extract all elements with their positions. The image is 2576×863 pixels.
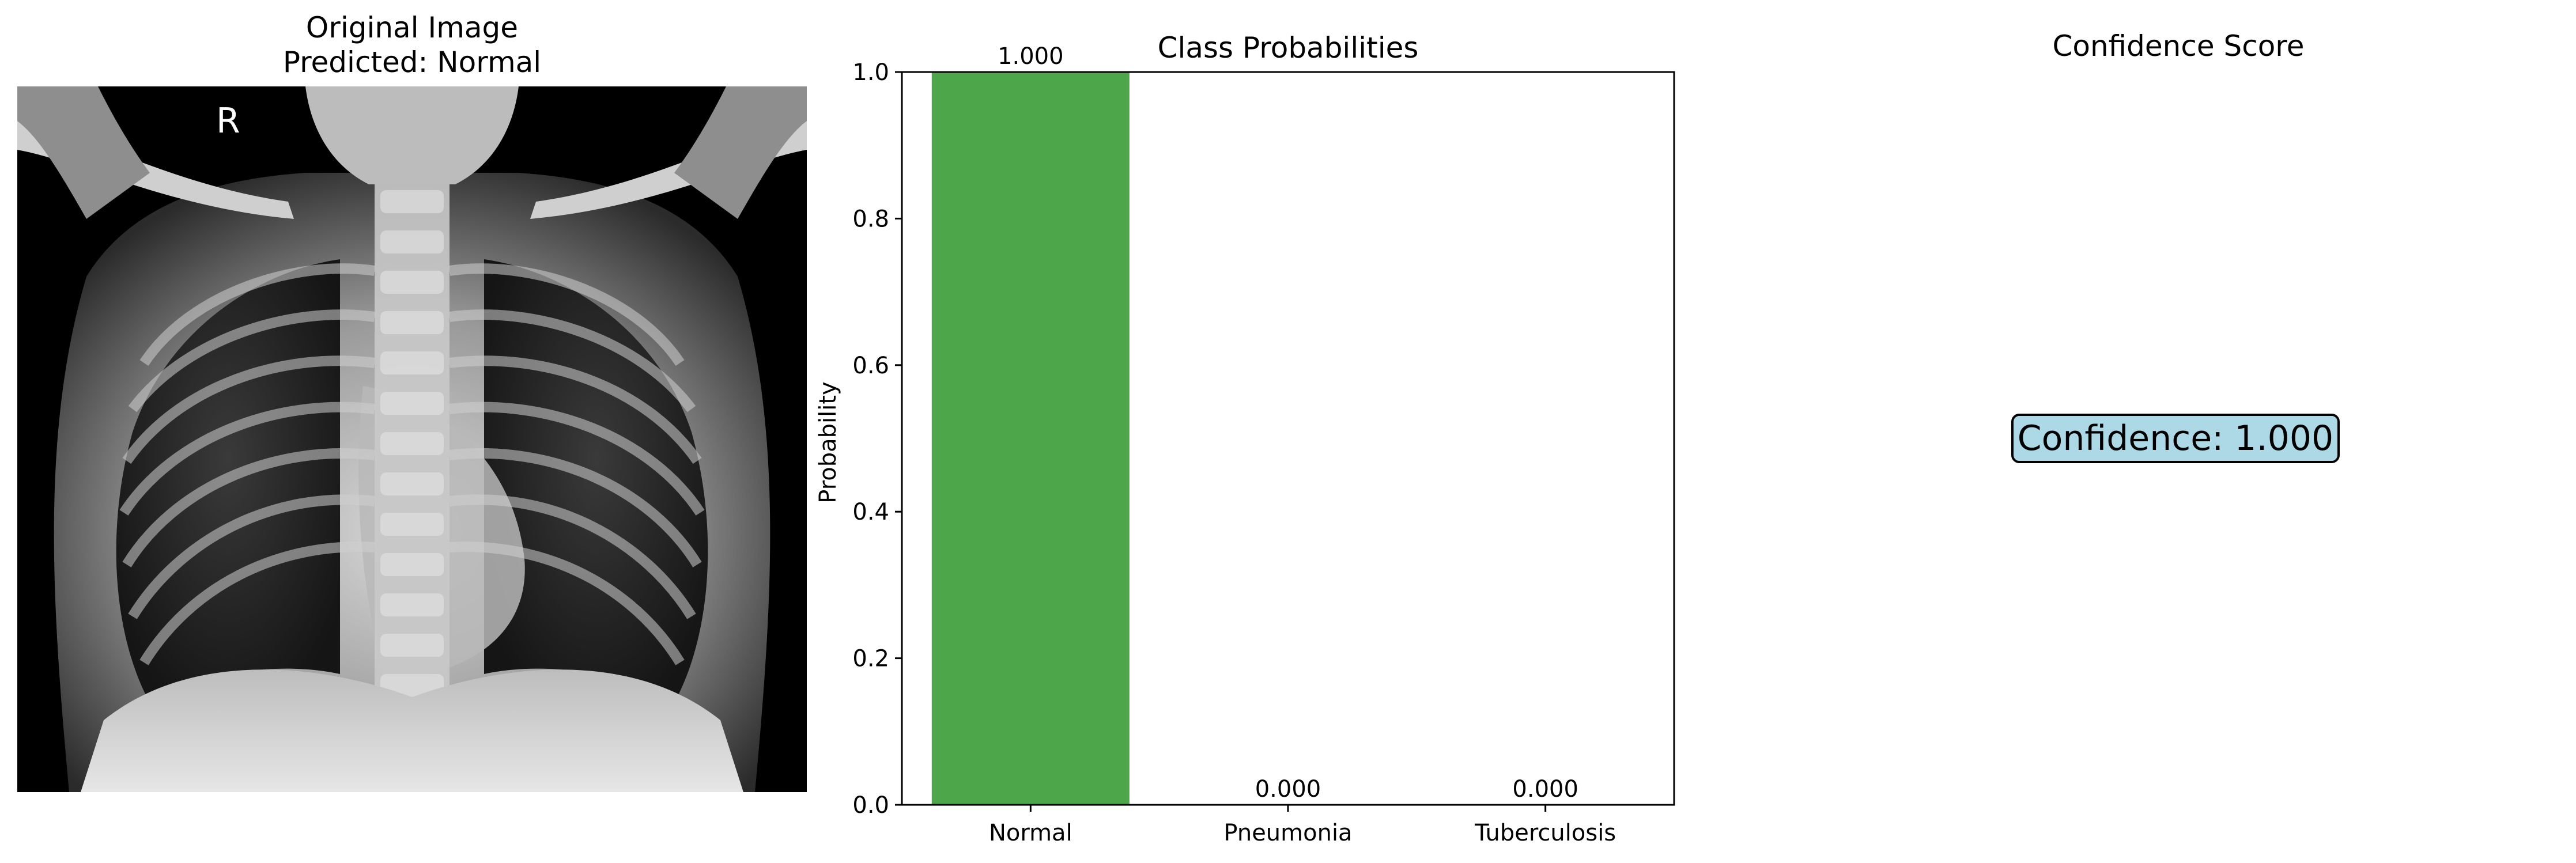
bars-group: 1.000 0.000 0.000 xyxy=(931,43,1578,805)
y-tick-label: 1.0 xyxy=(852,59,889,86)
y-tick-label: 0.8 xyxy=(852,206,889,232)
x-tick-label-tuberculosis: Tuberculosis xyxy=(1474,820,1616,846)
y-tick-label: 0.6 xyxy=(852,353,889,379)
y-tick-label: 0.4 xyxy=(852,499,889,525)
chart-title: Class Probabilities xyxy=(1158,31,1419,65)
image-title-line2: Predicted: Normal xyxy=(282,46,542,79)
y-axis-label: Probability xyxy=(815,381,841,503)
y-ticks-group: 0.0 0.2 0.4 0.6 0.8 1.0 xyxy=(852,59,902,819)
image-panel-title: Original Image Predicted: Normal xyxy=(17,10,807,80)
xray-marker-letter: R xyxy=(216,101,240,141)
x-tick-label-normal: Normal xyxy=(989,820,1072,846)
confidence-panel-title: Confidence Score xyxy=(2052,29,2305,63)
x-tick-label-pneumonia: Pneumonia xyxy=(1223,820,1352,846)
axes-frame xyxy=(901,71,1675,806)
y-tick-label: 0.2 xyxy=(852,646,889,672)
image-title-line1: Original Image xyxy=(305,11,519,44)
chest-xray-image: R xyxy=(17,86,807,792)
bar-value-label-normal: 1.000 xyxy=(998,43,1064,70)
confidence-score-box: Confidence: 1.000 xyxy=(2011,414,2340,463)
bar-value-label-tuberculosis: 0.000 xyxy=(1512,776,1578,803)
y-tick-label: 0.0 xyxy=(852,792,889,819)
bar-value-label-pneumonia: 0.000 xyxy=(1255,776,1321,803)
bar-normal xyxy=(931,72,1130,805)
x-ticks-group: Normal Pneumonia Tuberculosis xyxy=(989,805,1616,846)
